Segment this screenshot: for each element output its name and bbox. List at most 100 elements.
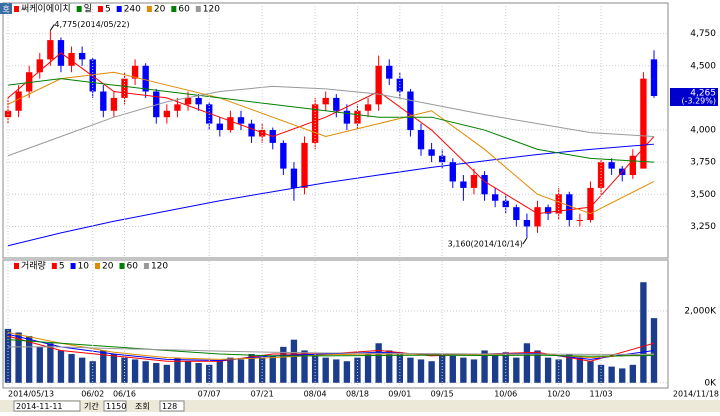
candle-body — [364, 104, 372, 111]
volume-bar — [333, 359, 340, 383]
period-input[interactable] — [103, 400, 127, 412]
x-tick-label: 06/16 — [113, 390, 136, 399]
volume-bar — [470, 359, 478, 383]
candle-body — [184, 97, 192, 105]
ma-line — [7, 71, 655, 215]
volume-bar — [15, 332, 22, 383]
count: 128 — [162, 402, 177, 411]
candle-body — [248, 123, 255, 137]
volume-bar — [407, 357, 414, 383]
volume-bar — [280, 346, 287, 383]
candle-body — [15, 91, 22, 111]
volume-bar — [216, 361, 223, 383]
volume-bar — [523, 343, 531, 383]
candle-body — [629, 155, 636, 176]
legend-swatch — [143, 263, 149, 269]
volume-bar — [195, 363, 202, 383]
volume-bar — [354, 357, 361, 383]
ma-line — [7, 333, 655, 362]
volume-bar — [608, 366, 615, 383]
candle-body — [449, 162, 456, 182]
volume-bar — [227, 357, 234, 383]
legend-label: 5 — [59, 262, 65, 272]
x-tick-label: 07/07 — [198, 390, 221, 399]
legend-swatch — [70, 263, 76, 269]
candle-body — [587, 187, 594, 221]
volume-bar — [248, 354, 255, 383]
candle-body — [237, 117, 245, 124]
candle-body — [142, 65, 149, 92]
volume-bar — [417, 359, 425, 383]
volume-bar — [206, 364, 213, 383]
volume-bar — [640, 282, 647, 383]
query-button[interactable]: 조회 — [135, 402, 150, 411]
volume-bar — [4, 328, 12, 383]
legend-swatch — [97, 6, 103, 12]
volume-bar — [619, 368, 626, 383]
ma-line — [7, 78, 655, 163]
candle-body — [301, 142, 308, 188]
volume-bar — [57, 350, 65, 383]
last-change: (-3.29%) — [681, 96, 716, 105]
volume-bar — [78, 357, 86, 383]
volume-bar — [258, 357, 266, 383]
volume-bar — [290, 339, 298, 383]
date: 2014-11-11 — [16, 402, 63, 411]
volume-bar — [142, 361, 149, 383]
candle-body — [26, 72, 33, 92]
count-input[interactable] — [159, 400, 185, 412]
volume-bar — [428, 361, 435, 383]
x-tick-label: 11/03 — [590, 390, 613, 399]
candle-body — [513, 207, 520, 221]
ma-line — [7, 339, 655, 357]
volume-bar — [597, 364, 605, 383]
candle-body — [544, 207, 552, 214]
volume-bar — [555, 359, 562, 383]
period: 1150 — [106, 402, 126, 411]
candle-body — [460, 181, 467, 188]
x-tick-label: 10/20 — [547, 390, 570, 399]
candle-body — [333, 97, 340, 111]
volume-bar — [449, 355, 456, 383]
candle-body — [640, 78, 647, 169]
date-input[interactable] — [13, 400, 81, 412]
candle-body — [322, 97, 329, 105]
legend-label: 240 — [124, 5, 141, 15]
legend-swatch — [146, 6, 152, 12]
candle-body — [576, 220, 584, 222]
candle-body — [343, 110, 351, 124]
annotation: 3,160(2014/10/14) — [448, 240, 523, 249]
volume-bar — [174, 357, 181, 383]
legend-label: 120 — [151, 262, 168, 272]
x-tick-label: 08/04 — [304, 390, 327, 399]
legend-label: 5 — [105, 5, 111, 15]
icon-label: 호 — [2, 5, 9, 14]
legend-swatch — [116, 6, 122, 12]
x-tick-label: 2014/05/13 — [8, 390, 54, 399]
legend-swatch — [95, 263, 101, 269]
candle-body — [375, 65, 382, 105]
candle-body — [195, 97, 202, 105]
ma-line — [8, 346, 654, 355]
x-tick-label: 06/02 — [81, 390, 104, 399]
candle-body — [650, 59, 658, 96]
legend-label: 10 — [78, 262, 90, 272]
candle-body — [407, 91, 414, 131]
candle-body — [163, 110, 171, 118]
legend-label: 20 — [154, 5, 166, 15]
volume-bar — [311, 354, 319, 383]
candle-body — [206, 104, 213, 124]
legend-swatch — [119, 263, 125, 269]
volume-bar — [131, 359, 139, 383]
volume-bar — [26, 336, 33, 383]
legend-label: 60 — [126, 262, 138, 272]
y-tick-label: 2,000K — [684, 306, 717, 316]
period-label: 기간 — [84, 401, 99, 411]
annotation-arrow — [522, 237, 528, 245]
volume-bar — [110, 354, 118, 383]
volume-bar — [566, 354, 573, 383]
candle-body — [110, 97, 118, 111]
candle-body — [428, 149, 435, 156]
volume-bar — [544, 357, 552, 383]
